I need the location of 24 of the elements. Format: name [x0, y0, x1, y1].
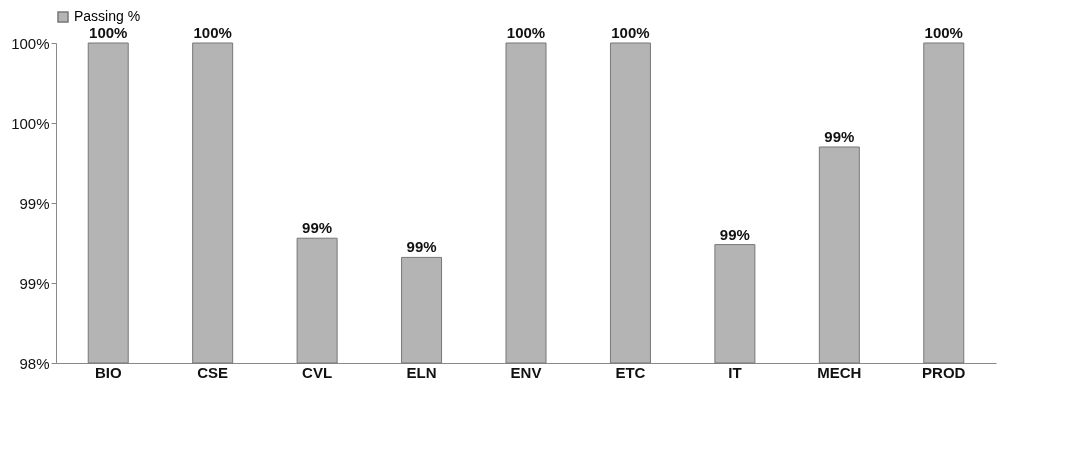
data-label: 100%: [193, 24, 232, 41]
x-tick-label: ETC: [615, 363, 646, 381]
x-tick-label: PROD: [922, 363, 966, 381]
data-label: 99%: [302, 219, 333, 237]
data-label: 100%: [611, 24, 650, 41]
data-label: 99%: [824, 128, 855, 145]
x-tick-label: IT: [728, 363, 742, 381]
data-label: 99%: [719, 225, 750, 243]
x-tick-label: ENV: [510, 363, 542, 381]
data-label: 100%: [924, 24, 963, 41]
legend-label: Passing %: [74, 8, 141, 24]
y-tick-label: 99%: [19, 274, 50, 292]
data-label: 99%: [406, 238, 437, 256]
y-tick-label: 99%: [19, 194, 50, 212]
x-tick-label: BIO: [94, 363, 122, 381]
data-label: 100%: [89, 24, 128, 41]
data-label: 100%: [506, 24, 546, 41]
x-tick-label: ELN: [406, 363, 437, 381]
x-tick-label: CSE: [197, 363, 229, 381]
y-tick-label: 100%: [11, 114, 50, 132]
x-tick-label: MECH: [817, 363, 862, 381]
y-tick-label: 98%: [19, 354, 50, 372]
y-tick-label: 100%: [11, 34, 50, 52]
x-tick-label: CVL: [302, 363, 333, 381]
